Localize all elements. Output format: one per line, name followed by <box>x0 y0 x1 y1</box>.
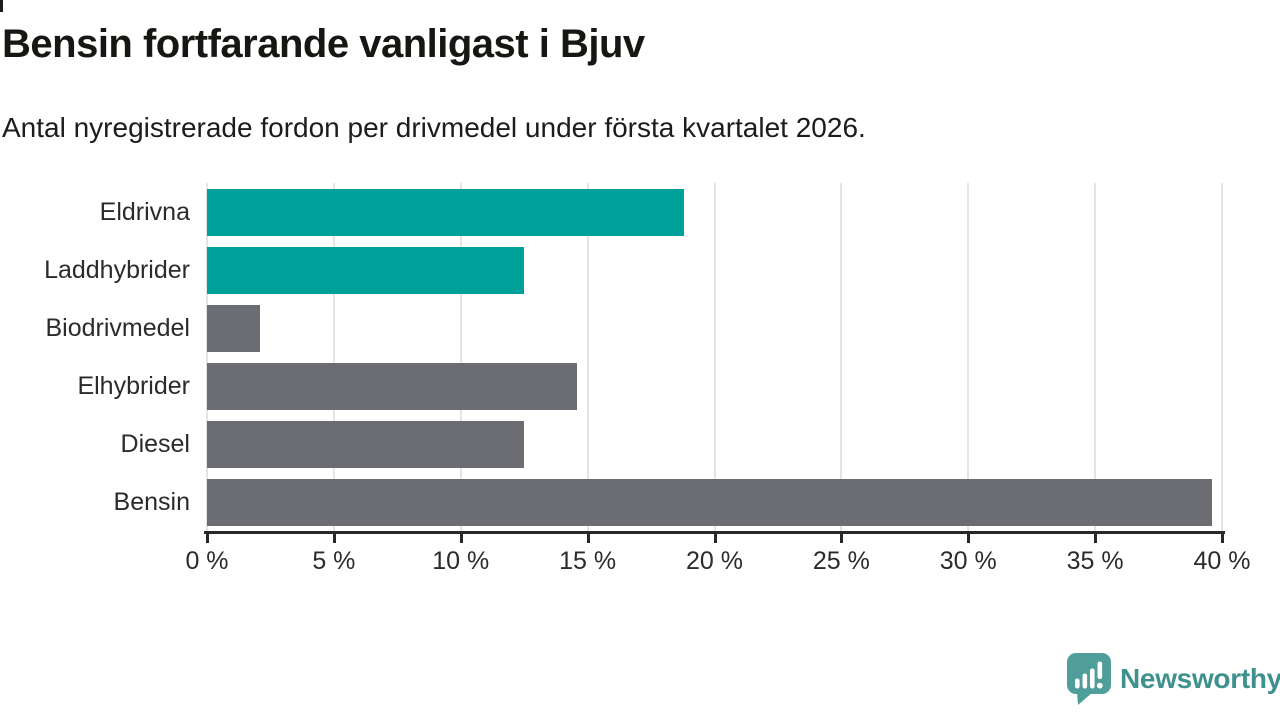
bar-elhybrider <box>207 363 578 410</box>
x-tick-label-0: 0 % <box>185 547 229 575</box>
horizontal-bar-chart: Eldrivna Laddhybrider Biodrivmedel Elhybrid… <box>0 183 1251 575</box>
gridline-10 <box>459 183 462 531</box>
bar-row <box>207 189 1222 236</box>
gridline-40 <box>1221 183 1223 531</box>
bar-diesel <box>207 421 525 468</box>
category-label-biodrivmedel: Biodrivmedel <box>45 313 190 342</box>
x-tick-20 <box>713 531 717 543</box>
x-tick-label-30: 30 % <box>939 547 997 575</box>
bar-row <box>207 305 1222 352</box>
bar-row <box>207 247 1222 294</box>
x-tick-15 <box>586 531 590 543</box>
bar-row <box>207 421 1222 468</box>
gridline-20 <box>713 183 716 531</box>
bar-bensin <box>207 479 1212 526</box>
gridline-15 <box>586 183 589 531</box>
newsworthy-logo-text: Newsworthy <box>1120 663 1280 694</box>
x-tick-25 <box>840 531 844 543</box>
x-tick-30 <box>967 531 971 543</box>
newsworthy-logo: Newsworthy <box>1066 652 1280 706</box>
x-tick-label-15: 15 % <box>559 547 617 575</box>
corner-artifact <box>0 0 3 12</box>
x-tick-label-25: 25 % <box>812 547 870 575</box>
x-tick-label-35: 35 % <box>1066 547 1124 575</box>
x-tick-label-5: 5 % <box>312 547 356 575</box>
category-label-eldrivna: Eldrivna <box>99 197 190 226</box>
category-labels: Eldrivna Laddhybrider Biodrivmedel Elhybrid… <box>0 183 190 531</box>
plot-area <box>206 183 1223 531</box>
gridline-5 <box>332 183 335 531</box>
category-label-laddhybrider: Laddhybrider <box>44 255 190 284</box>
gridline-30 <box>967 183 970 531</box>
bar-row <box>207 479 1222 526</box>
bar-chart-speech-bubble-icon <box>1067 653 1111 705</box>
bar-eldrivna <box>207 189 685 236</box>
gridline-35 <box>1094 183 1097 531</box>
gridline-0 <box>206 183 208 531</box>
bar-row <box>207 363 1222 410</box>
gridline-25 <box>840 183 843 531</box>
category-label-bensin: Bensin <box>113 487 190 516</box>
bar-laddhybrider <box>207 247 525 294</box>
chart-title: Bensin fortfarande vanligast i Bjuv <box>2 22 645 66</box>
x-tick-label-20: 20 % <box>686 547 743 575</box>
x-tick-40 <box>1221 531 1224 543</box>
x-tick-10 <box>459 531 463 543</box>
x-tick-label-40: 40 % <box>1193 547 1251 575</box>
x-tick-35 <box>1094 531 1098 543</box>
x-tick-0 <box>206 531 209 543</box>
bar-biodrivmedel <box>207 305 261 352</box>
x-tick-5 <box>332 531 336 543</box>
category-label-diesel: Diesel <box>120 429 190 458</box>
x-tick-label-10: 10 % <box>432 547 490 575</box>
category-label-elhybrider: Elhybrider <box>77 371 190 400</box>
chart-subtitle: Antal nyregistrerade fordon per drivmede… <box>2 112 866 143</box>
